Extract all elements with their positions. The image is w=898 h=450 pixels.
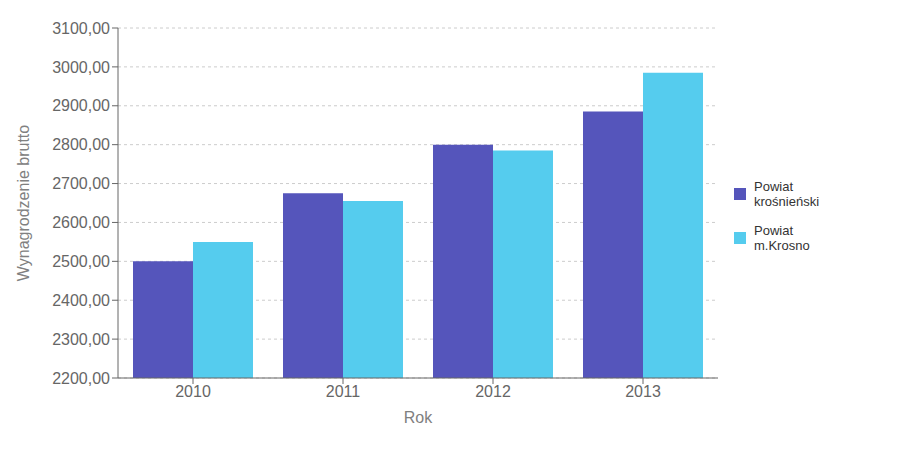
svg-text:2900,00: 2900,00 (52, 97, 110, 114)
html-text:Powiat: Powiat (754, 223, 793, 238)
html-text:Powiat: Powiat (754, 179, 793, 194)
svg-text:Wynagrodzenie brutto: Wynagrodzenie brutto (15, 125, 32, 281)
svg-text:2300,00: 2300,00 (52, 331, 110, 348)
svg-text:2600,00: 2600,00 (52, 214, 110, 231)
html-text:m.Krosno: m.Krosno (754, 238, 810, 253)
svg-text:2200,00: 2200,00 (52, 370, 110, 387)
svg-text:2010: 2010 (175, 383, 211, 400)
html-text:krośnieński: krośnieński (754, 194, 819, 209)
svg-text:3100,00: 3100,00 (52, 20, 110, 37)
svg-text:2013: 2013 (625, 383, 661, 400)
svg-text:2011: 2011 (326, 383, 361, 400)
svg-text:3000,00: 3000,00 (52, 59, 110, 76)
svg-text:2400,00: 2400,00 (52, 292, 110, 309)
svg-text:2500,00: 2500,00 (52, 253, 110, 270)
svg-text:2800,00: 2800,00 (52, 136, 110, 153)
svg-text:2700,00: 2700,00 (52, 175, 110, 192)
svg-text:2012: 2012 (475, 383, 511, 400)
svg-text:Rok: Rok (404, 409, 433, 426)
